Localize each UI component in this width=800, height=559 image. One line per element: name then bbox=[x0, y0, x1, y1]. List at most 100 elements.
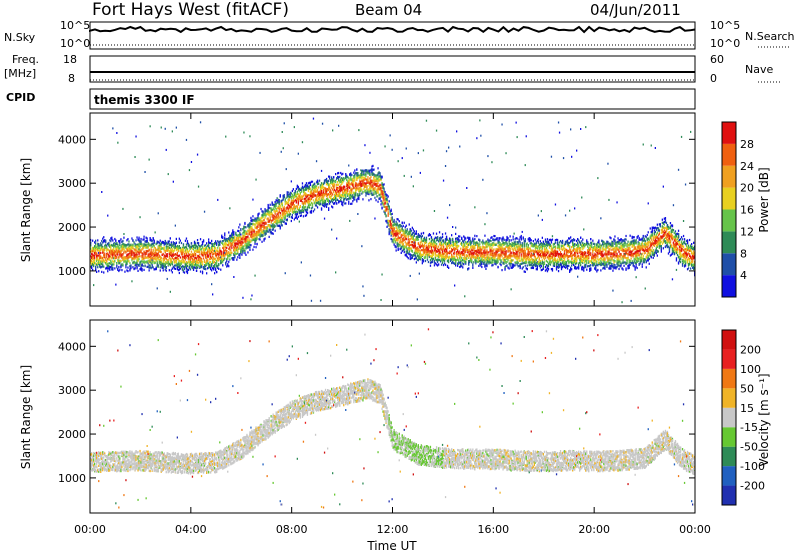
power-cell bbox=[317, 206, 318, 208]
power-cell bbox=[167, 253, 168, 255]
power-cell bbox=[246, 233, 247, 235]
power-cell bbox=[213, 268, 214, 270]
power-cell bbox=[433, 251, 434, 253]
power-cell bbox=[226, 247, 227, 249]
power-cell bbox=[270, 217, 271, 219]
power-cell bbox=[257, 226, 258, 228]
power-cell bbox=[288, 191, 289, 193]
power-cell bbox=[436, 233, 437, 235]
power-cell bbox=[388, 215, 389, 217]
power-cell bbox=[357, 172, 358, 174]
power-cell bbox=[317, 181, 318, 183]
power-cell bbox=[138, 258, 139, 260]
power-cell bbox=[191, 243, 192, 245]
nsearch-bottom-tick: 10^0 bbox=[710, 37, 740, 50]
power-cell bbox=[206, 272, 207, 274]
power-cell bbox=[284, 206, 285, 208]
power-cell bbox=[319, 180, 320, 182]
power-cell bbox=[404, 222, 405, 224]
power-cell bbox=[270, 204, 271, 206]
power-cell bbox=[109, 269, 110, 271]
power-cell bbox=[176, 127, 177, 129]
nave-top-tick: 60 bbox=[710, 53, 724, 66]
power-cell bbox=[416, 233, 417, 235]
power-cell bbox=[430, 234, 431, 236]
power-cell bbox=[95, 266, 96, 268]
power-cell bbox=[406, 238, 407, 240]
power-cell bbox=[219, 243, 220, 245]
power-cell bbox=[329, 185, 330, 187]
power-cell bbox=[206, 242, 207, 244]
power-cell bbox=[372, 165, 373, 167]
power-cell bbox=[312, 181, 313, 183]
power-cell bbox=[388, 195, 389, 197]
power-cell bbox=[418, 239, 419, 241]
power-cell bbox=[322, 123, 323, 125]
power-cell bbox=[343, 201, 344, 203]
power-cell bbox=[331, 229, 332, 231]
power-cell bbox=[195, 242, 196, 244]
power-cell bbox=[186, 253, 187, 255]
power-cell bbox=[252, 249, 253, 251]
power-cell bbox=[125, 266, 126, 268]
power-cell bbox=[319, 198, 320, 200]
nsky-series bbox=[90, 27, 695, 45]
power-cell bbox=[250, 298, 251, 300]
power-cell bbox=[255, 179, 256, 181]
power-cell bbox=[128, 240, 129, 242]
power-cell bbox=[98, 270, 99, 272]
power-cell bbox=[203, 257, 204, 259]
power-cell bbox=[338, 125, 339, 127]
power-cell bbox=[298, 202, 299, 204]
power-cell bbox=[412, 251, 413, 253]
power-cell bbox=[374, 218, 375, 220]
power-cell bbox=[389, 200, 390, 202]
power-cell bbox=[122, 208, 123, 210]
power-cell bbox=[189, 266, 190, 268]
power-cell bbox=[120, 260, 121, 262]
power-cell bbox=[176, 261, 177, 263]
power-cell bbox=[332, 206, 333, 208]
power-cell bbox=[233, 234, 234, 236]
power-cell bbox=[363, 295, 364, 297]
power-cell bbox=[302, 197, 303, 199]
power-cell bbox=[362, 285, 363, 287]
power-cell bbox=[245, 254, 246, 256]
freq-label: Freq. bbox=[12, 53, 39, 66]
cpid-value: themis 3300 IF bbox=[94, 93, 195, 107]
power-cell bbox=[149, 249, 150, 251]
power-cell bbox=[350, 176, 351, 178]
power-cell bbox=[416, 261, 417, 263]
power-cell bbox=[242, 297, 243, 299]
power-cell bbox=[247, 251, 248, 253]
power-cell bbox=[351, 203, 352, 205]
power-cell bbox=[437, 236, 438, 238]
power-cell bbox=[254, 243, 255, 245]
power-cell bbox=[224, 232, 225, 234]
power-cell bbox=[345, 202, 346, 204]
power-cell bbox=[105, 240, 106, 242]
power-cell bbox=[370, 198, 371, 200]
power-cell bbox=[112, 239, 113, 241]
power-cell bbox=[123, 233, 124, 235]
power-cell bbox=[119, 269, 120, 271]
power-cell bbox=[298, 153, 299, 155]
power-cell bbox=[301, 214, 302, 216]
power-cell bbox=[151, 249, 152, 251]
power-cell bbox=[211, 269, 212, 271]
power-cell bbox=[354, 179, 355, 181]
power-cell bbox=[320, 300, 321, 302]
power-cell bbox=[176, 238, 177, 240]
power-cell bbox=[252, 215, 253, 217]
power-cell bbox=[180, 256, 181, 258]
power-cell bbox=[404, 251, 405, 253]
power-cell bbox=[127, 270, 128, 272]
power-cell bbox=[396, 249, 397, 251]
nsky-bottom-tick: 10^0 bbox=[60, 37, 90, 50]
power-cell bbox=[259, 152, 260, 154]
power-heatmap-cells bbox=[90, 118, 695, 304]
power-cell bbox=[392, 216, 393, 218]
power-cell bbox=[324, 218, 325, 220]
power-cell bbox=[434, 210, 435, 212]
power-cell bbox=[96, 252, 97, 254]
